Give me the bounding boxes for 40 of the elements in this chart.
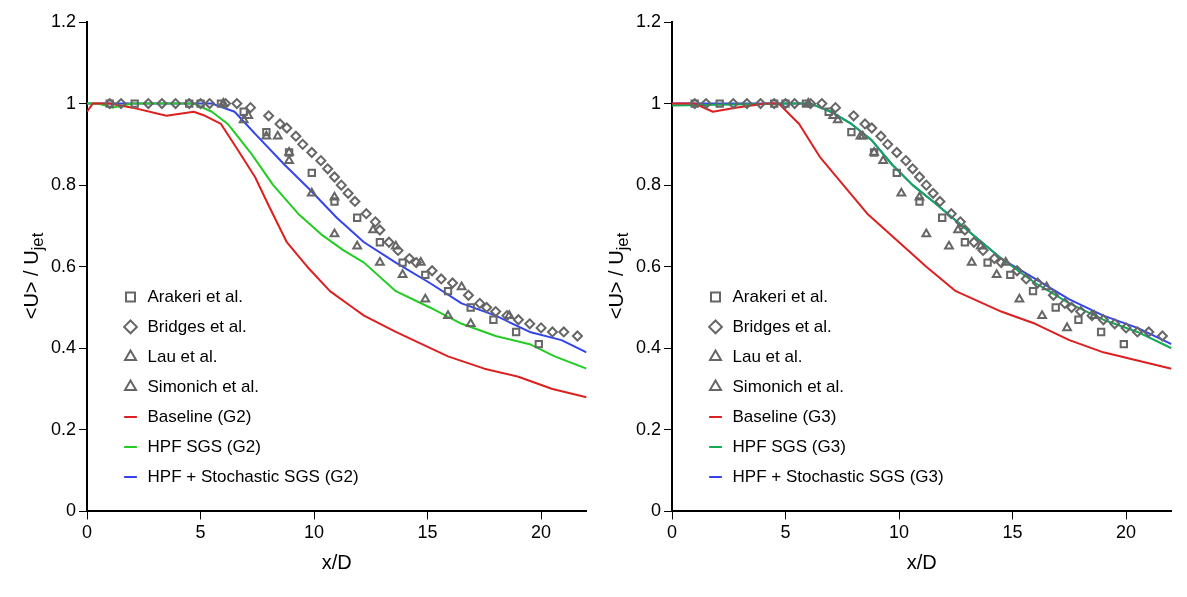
y-tick-label: 0.6 xyxy=(50,255,77,276)
legend-label: Arakeri et al. xyxy=(732,286,828,306)
y-tick-label: 0 xyxy=(66,500,77,521)
y-tick-label: 0.4 xyxy=(635,337,662,358)
y-tick-label: 0.2 xyxy=(50,418,77,439)
legend-label: HPF + Stochastic SGS (G2) xyxy=(147,466,359,486)
legend-label: Lau et al. xyxy=(147,346,218,366)
x-tick-label: 0 xyxy=(667,522,678,543)
legend-label: Baseline (G2) xyxy=(147,406,252,426)
y-tick-label: 1.2 xyxy=(635,10,662,31)
y-tick-label: 0.2 xyxy=(635,418,662,439)
x-tick-label: 15 xyxy=(417,522,438,543)
x-axis-title: x/D xyxy=(321,550,352,573)
legend-label: Simonich et al. xyxy=(147,376,260,396)
x-tick-label: 0 xyxy=(82,522,93,543)
y-tick-label: 0.8 xyxy=(50,174,77,195)
legend-label: HPF SGS (G3) xyxy=(732,436,846,456)
legend-label: Baseline (G3) xyxy=(732,406,837,426)
x-tick-label: 20 xyxy=(531,522,552,543)
x-tick-label: 5 xyxy=(780,522,791,543)
x-tick-label: 20 xyxy=(1116,522,1137,543)
y-tick-label: 1 xyxy=(66,92,77,113)
y-tick-label: 0.4 xyxy=(50,337,77,358)
legend-label: Lau et al. xyxy=(732,346,803,366)
x-axis-title: x/D xyxy=(906,550,937,573)
y-tick-label: 1.2 xyxy=(50,10,77,31)
x-tick-label: 10 xyxy=(304,522,325,543)
y-tick-label: 0 xyxy=(651,500,662,521)
x-tick-label: 10 xyxy=(889,522,910,543)
legend-label: HPF + Stochastic SGS (G3) xyxy=(732,466,944,486)
y-tick-label: 0.8 xyxy=(635,174,662,195)
y-tick-label: 0.6 xyxy=(635,255,662,276)
legend-label: Simonich et al. xyxy=(732,376,845,396)
legend-label: Bridges et al. xyxy=(147,316,247,336)
legend-label: Arakeri et al. xyxy=(147,286,243,306)
x-tick-label: 15 xyxy=(1002,522,1023,543)
legend-label: HPF SGS (G2) xyxy=(147,436,261,456)
legend-label: Bridges et al. xyxy=(732,316,832,336)
y-tick-label: 1 xyxy=(651,92,662,113)
x-tick-label: 5 xyxy=(195,522,206,543)
